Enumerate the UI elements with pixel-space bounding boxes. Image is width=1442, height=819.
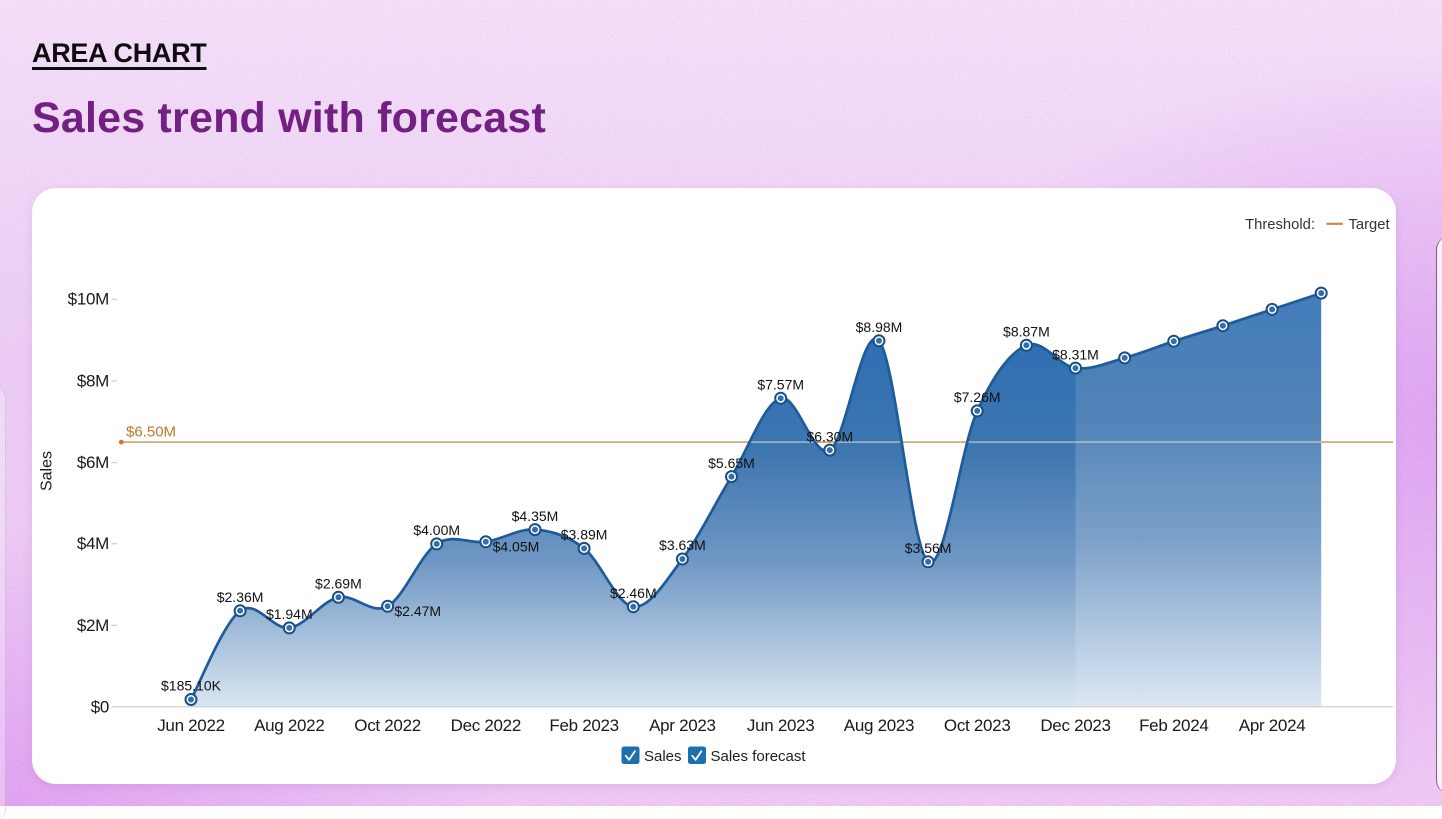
svg-text:$6.50M: $6.50M bbox=[126, 424, 176, 441]
svg-text:Oct 2023: Oct 2023 bbox=[944, 716, 1011, 735]
svg-text:$2.47M: $2.47M bbox=[394, 603, 441, 619]
svg-text:Target: Target bbox=[1349, 217, 1390, 233]
svg-text:$7.57M: $7.57M bbox=[757, 377, 804, 393]
svg-text:$2.69M: $2.69M bbox=[315, 576, 362, 592]
svg-text:Sales: Sales bbox=[644, 748, 682, 765]
svg-text:$3.89M: $3.89M bbox=[561, 527, 608, 543]
svg-text:$5.65M: $5.65M bbox=[708, 455, 755, 471]
svg-text:$1.94M: $1.94M bbox=[266, 606, 313, 622]
svg-text:$10M: $10M bbox=[68, 290, 109, 309]
svg-text:$4.00M: $4.00M bbox=[413, 522, 460, 538]
svg-text:$6.30M: $6.30M bbox=[806, 428, 853, 444]
svg-text:$8.98M: $8.98M bbox=[856, 319, 903, 335]
svg-text:Sales forecast: Sales forecast bbox=[711, 748, 807, 765]
svg-text:$8.31M: $8.31M bbox=[1052, 346, 1099, 362]
svg-text:$4.05M: $4.05M bbox=[493, 538, 540, 554]
svg-text:$3.56M: $3.56M bbox=[905, 540, 952, 556]
svg-text:$2.36M: $2.36M bbox=[217, 589, 264, 605]
svg-text:Jun 2023: Jun 2023 bbox=[747, 716, 815, 735]
svg-text:Jun 2022: Jun 2022 bbox=[157, 716, 225, 735]
svg-text:$2M: $2M bbox=[77, 616, 109, 635]
svg-text:$8M: $8M bbox=[77, 372, 109, 391]
svg-text:$7.26M: $7.26M bbox=[954, 389, 1001, 405]
svg-text:Aug 2022: Aug 2022 bbox=[254, 716, 324, 735]
svg-text:$8.87M: $8.87M bbox=[1003, 324, 1050, 340]
svg-text:Sales: Sales bbox=[39, 451, 56, 491]
svg-text:Oct 2022: Oct 2022 bbox=[354, 716, 421, 735]
svg-text:$185.10K: $185.10K bbox=[161, 678, 222, 694]
svg-text:Apr 2024: Apr 2024 bbox=[1239, 716, 1306, 735]
svg-text:$3.63M: $3.63M bbox=[659, 537, 706, 553]
svg-text:$6M: $6M bbox=[77, 453, 109, 472]
svg-text:Dec 2022: Dec 2022 bbox=[451, 716, 521, 735]
svg-text:Feb 2024: Feb 2024 bbox=[1139, 716, 1208, 735]
svg-text:Threshold:: Threshold: bbox=[1245, 217, 1315, 233]
svg-text:$2.46M: $2.46M bbox=[610, 585, 657, 601]
svg-text:$4M: $4M bbox=[77, 534, 109, 553]
svg-text:Aug 2023: Aug 2023 bbox=[844, 716, 914, 735]
svg-text:$4.35M: $4.35M bbox=[512, 508, 559, 524]
svg-text:$0: $0 bbox=[91, 697, 109, 716]
svg-text:Apr 2023: Apr 2023 bbox=[649, 716, 716, 735]
svg-text:Feb 2023: Feb 2023 bbox=[549, 716, 618, 735]
svg-text:Dec 2023: Dec 2023 bbox=[1040, 716, 1110, 735]
